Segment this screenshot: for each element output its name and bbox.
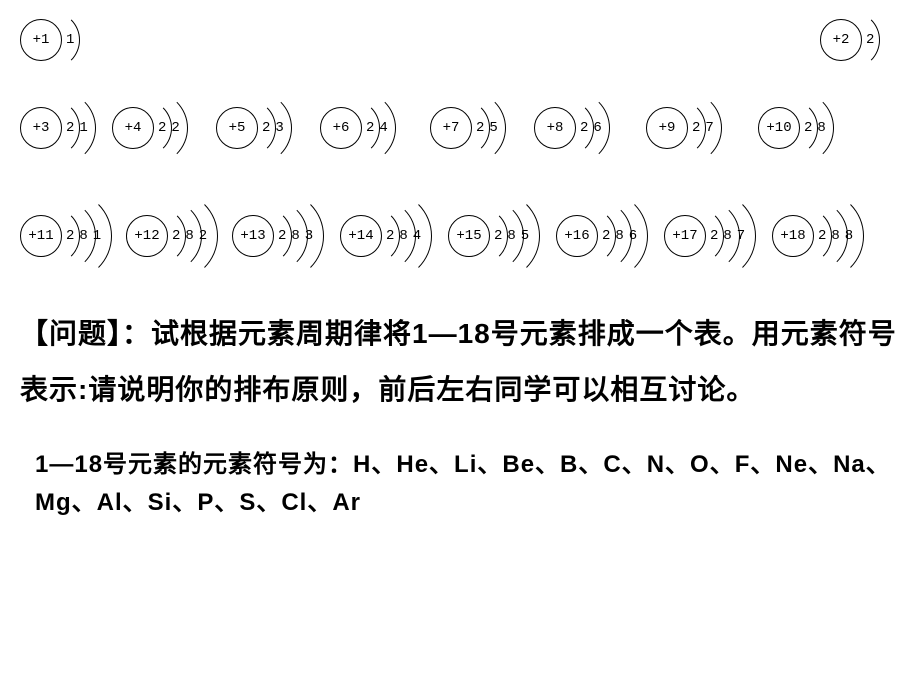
nucleus: +3: [20, 107, 62, 149]
electron-counts: 286: [602, 228, 642, 244]
electron-shells: 2: [862, 32, 879, 48]
electron-counts: 21: [66, 120, 93, 136]
electron-shells: 26: [576, 120, 607, 136]
atom: +18288: [772, 215, 880, 257]
electron-shells: 286: [598, 228, 642, 244]
nucleus: +8: [534, 107, 576, 149]
nucleus: +16: [556, 215, 598, 257]
electron-shells: 287: [706, 228, 750, 244]
atom: +16286: [556, 215, 664, 257]
atom: +523: [216, 107, 320, 149]
electron-counts: 284: [386, 228, 426, 244]
nucleus: +6: [320, 107, 362, 149]
nucleus: +7: [430, 107, 472, 149]
atom: +321: [20, 107, 112, 149]
electron-shells: 288: [814, 228, 858, 244]
atom-row: +11281+12282+13283+14284+15285+16286+172…: [20, 186, 900, 286]
nucleus: +13: [232, 215, 274, 257]
atom: +14284: [340, 215, 448, 257]
electron-shells: 282: [168, 228, 212, 244]
electron-counts: 23: [262, 120, 289, 136]
electron-shells: 28: [800, 120, 831, 136]
electron-counts: 27: [692, 120, 719, 136]
atom: +11: [20, 19, 100, 61]
nucleus: +15: [448, 215, 490, 257]
electron-shells: 21: [62, 120, 93, 136]
atom: +1028: [758, 107, 862, 149]
nucleus: +18: [772, 215, 814, 257]
nucleus: +11: [20, 215, 62, 257]
atom: +15285: [448, 215, 556, 257]
electron-shells: 22: [154, 120, 185, 136]
electron-counts: 28: [804, 120, 831, 136]
electron-counts: 25: [476, 120, 503, 136]
nucleus: +10: [758, 107, 800, 149]
electron-counts: 1: [66, 32, 79, 48]
nucleus: +17: [664, 215, 706, 257]
atom-row: +321+422+523+624+725+826+927+1028: [20, 88, 900, 168]
electron-shells: 284: [382, 228, 426, 244]
atom-diagram: +11+22+321+422+523+624+725+826+927+1028+…: [20, 10, 900, 286]
electron-shells: 25: [472, 120, 503, 136]
atom: +22: [820, 19, 900, 61]
electron-shells: 23: [258, 120, 289, 136]
nucleus: +12: [126, 215, 168, 257]
electron-counts: 283: [278, 228, 318, 244]
electron-counts: 282: [172, 228, 212, 244]
atom: +12282: [126, 215, 232, 257]
nucleus: +9: [646, 107, 688, 149]
nucleus: +4: [112, 107, 154, 149]
electron-counts: 285: [494, 228, 534, 244]
nucleus: +14: [340, 215, 382, 257]
electron-counts: 281: [66, 228, 106, 244]
question-text: 【问题】：试根据元素周期律将1—18号元素排成一个表。用元素符号表示:请说明你的…: [20, 306, 900, 418]
atom: +17287: [664, 215, 772, 257]
electron-shells: 24: [362, 120, 393, 136]
atom: +624: [320, 107, 430, 149]
atom: +422: [112, 107, 216, 149]
atom: +927: [646, 107, 758, 149]
electron-counts: 2: [866, 32, 879, 48]
atom: +826: [534, 107, 646, 149]
nucleus: +5: [216, 107, 258, 149]
nucleus: +1: [20, 19, 62, 61]
electron-counts: 26: [580, 120, 607, 136]
electron-counts: 22: [158, 120, 185, 136]
electron-shells: 27: [688, 120, 719, 136]
electron-shells: 283: [274, 228, 318, 244]
nucleus: +2: [820, 19, 862, 61]
atom: +13283: [232, 215, 340, 257]
atom: +11281: [20, 215, 126, 257]
electron-shells: 281: [62, 228, 106, 244]
electron-shells: 285: [490, 228, 534, 244]
atom-row: +11 +22: [20, 10, 900, 70]
electron-counts: 287: [710, 228, 750, 244]
electron-counts: 24: [366, 120, 393, 136]
electron-shells: 1: [62, 32, 79, 48]
electron-counts: 288: [818, 228, 858, 244]
atom: +725: [430, 107, 534, 149]
answer-text: 1—18号元素的元素符号为：H、He、Li、Be、B、C、N、O、F、Ne、Na…: [35, 446, 900, 523]
